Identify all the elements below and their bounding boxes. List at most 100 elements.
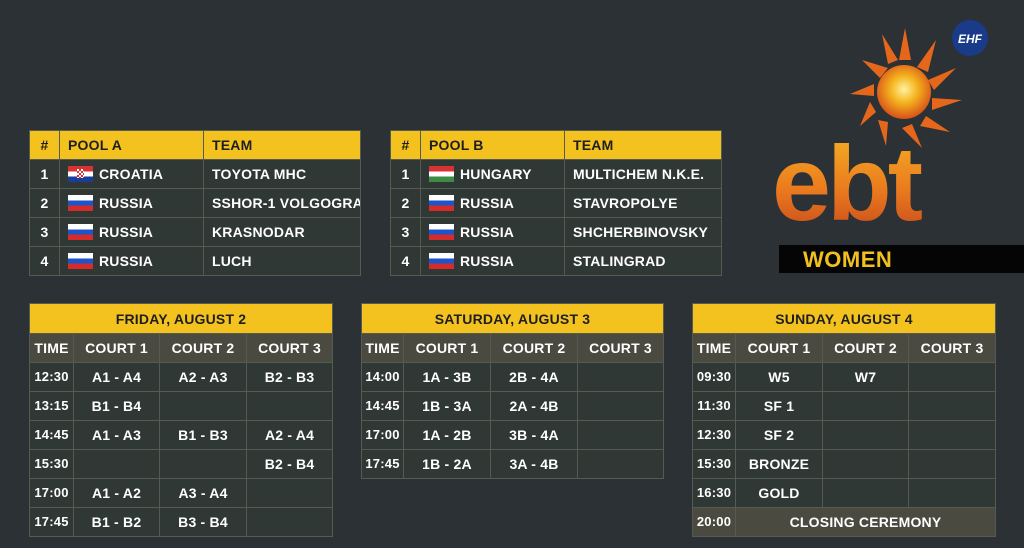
table-row: 2 RUSSIA STAVROPOLYE bbox=[390, 188, 722, 218]
match-cell: 3A - 4B bbox=[490, 449, 578, 479]
match-cell: A2 - A3 bbox=[159, 362, 247, 392]
russia-flag-icon bbox=[68, 194, 93, 211]
table-row: 14:45 1B - 3A 2A - 4B bbox=[361, 391, 664, 421]
table-row: 4 RUSSIA STALINGRAD bbox=[390, 246, 722, 276]
match-cell bbox=[577, 391, 664, 421]
match-cell: 3B - 4A bbox=[490, 420, 578, 450]
time-header: TIME bbox=[361, 333, 404, 363]
table-row: 15:30 B2 - B4 bbox=[29, 449, 334, 479]
pool-header: POOL A bbox=[59, 130, 204, 160]
country-cell: RUSSIA bbox=[59, 217, 204, 247]
table-row: 14:45 A1 - A3 B1 - B3 A2 - A4 bbox=[29, 420, 334, 450]
sunday-schedule: SUNDAY, AUGUST 4 TIME COURT 1 COURT 2 CO… bbox=[691, 303, 997, 537]
match-cell: SF 2 bbox=[735, 420, 823, 450]
match-cell: 2A - 4B bbox=[490, 391, 578, 421]
seed-number: 2 bbox=[390, 188, 421, 218]
num-header: # bbox=[29, 130, 60, 160]
match-cell bbox=[907, 420, 997, 450]
table-row: 3 RUSSIA SHCHERBINOVSKY bbox=[390, 217, 722, 247]
match-cell: BRONZE bbox=[735, 449, 823, 479]
country-cell: CROATIA bbox=[59, 159, 204, 189]
sun-icon bbox=[850, 28, 962, 148]
women-banner: WOMEN bbox=[779, 245, 1024, 273]
match-time: 17:00 bbox=[361, 420, 404, 450]
court3-header: COURT 3 bbox=[907, 333, 997, 363]
seed-number: 3 bbox=[390, 217, 421, 247]
seed-number: 2 bbox=[29, 188, 60, 218]
match-cell bbox=[907, 391, 997, 421]
match-time: 12:30 bbox=[692, 420, 736, 450]
court2-header: COURT 2 bbox=[490, 333, 578, 363]
country-name: HUNGARY bbox=[460, 166, 532, 182]
match-cell: 1B - 2A bbox=[403, 449, 491, 479]
team-name: TOYOTA MHC bbox=[203, 159, 361, 189]
match-time: 17:00 bbox=[29, 478, 74, 508]
ceremony-row: 20:00 CLOSING CEREMONY bbox=[692, 507, 997, 537]
country-cell: RUSSIA bbox=[420, 217, 565, 247]
table-row: 1 HUNGARY MULTICHEM N.K.E. bbox=[390, 159, 722, 189]
table-row: 17:45 1B - 2A 3A - 4B bbox=[361, 449, 664, 479]
match-cell: B1 - B2 bbox=[73, 507, 160, 537]
match-cell bbox=[822, 420, 909, 450]
country-cell: RUSSIA bbox=[420, 188, 565, 218]
match-cell: B2 - B3 bbox=[245, 362, 334, 392]
match-cell: A1 - A2 bbox=[73, 478, 160, 508]
match-cell bbox=[73, 449, 160, 479]
match-cell bbox=[907, 362, 997, 392]
match-cell bbox=[907, 478, 997, 508]
match-time: 14:00 bbox=[361, 362, 404, 392]
pool-b-header: # POOL B TEAM bbox=[390, 130, 722, 160]
seed-number: 4 bbox=[390, 246, 421, 276]
match-time: 12:30 bbox=[29, 362, 74, 392]
seed-number: 3 bbox=[29, 217, 60, 247]
friday-schedule: FRIDAY, AUGUST 2 TIME COURT 1 COURT 2 CO… bbox=[28, 303, 334, 537]
russia-flag-icon bbox=[68, 252, 93, 269]
russia-flag-icon bbox=[68, 223, 93, 240]
court1-header: COURT 1 bbox=[73, 333, 160, 363]
table-row: 1 CROATIA TOYOTA MHC bbox=[29, 159, 361, 189]
match-cell: A1 - A4 bbox=[73, 362, 160, 392]
country-name: RUSSIA bbox=[99, 253, 154, 269]
ebt-logo: EHF ebt bbox=[772, 20, 988, 243]
court1-header: COURT 1 bbox=[403, 333, 491, 363]
russia-flag-icon bbox=[429, 223, 454, 240]
table-row: 17:45 B1 - B2 B3 - B4 bbox=[29, 507, 334, 537]
court1-header: COURT 1 bbox=[735, 333, 823, 363]
table-row: 17:00 A1 - A2 A3 - A4 bbox=[29, 478, 334, 508]
match-cell: 2B - 4A bbox=[490, 362, 578, 392]
ehf-badge bbox=[952, 20, 988, 56]
table-row: 17:00 1A - 2B 3B - 4A bbox=[361, 420, 664, 450]
num-header: # bbox=[390, 130, 421, 160]
match-time: 09:30 bbox=[692, 362, 736, 392]
team-name: SSHOR-1 VOLGOGRAD bbox=[203, 188, 361, 218]
croatia-flag-icon bbox=[68, 165, 93, 182]
table-row: 12:30 SF 2 bbox=[692, 420, 997, 450]
country-name: RUSSIA bbox=[460, 253, 515, 269]
match-cell: W5 bbox=[735, 362, 823, 392]
pool-b-table: # POOL B TEAM 1 HUNGARY MULTICHEM N.K.E.… bbox=[390, 130, 722, 276]
schedule-header: TIME COURT 1 COURT 2 COURT 3 bbox=[692, 333, 997, 363]
match-cell bbox=[577, 420, 664, 450]
match-time: 11:30 bbox=[692, 391, 736, 421]
match-time: 15:30 bbox=[29, 449, 74, 479]
match-cell bbox=[245, 507, 334, 537]
match-time: 17:45 bbox=[29, 507, 74, 537]
seed-number: 1 bbox=[29, 159, 60, 189]
match-cell: SF 1 bbox=[735, 391, 823, 421]
court2-header: COURT 2 bbox=[822, 333, 909, 363]
sun-core bbox=[877, 65, 931, 119]
match-cell bbox=[822, 449, 909, 479]
day-title: SATURDAY, AUGUST 3 bbox=[361, 303, 664, 334]
match-cell: B1 - B3 bbox=[159, 420, 247, 450]
country-name: CROATIA bbox=[99, 166, 164, 182]
match-cell bbox=[577, 362, 664, 392]
match-time: 14:45 bbox=[361, 391, 404, 421]
team-name: STALINGRAD bbox=[564, 246, 722, 276]
country-name: RUSSIA bbox=[460, 224, 515, 240]
country-name: RUSSIA bbox=[99, 224, 154, 240]
match-time: 14:45 bbox=[29, 420, 74, 450]
match-cell bbox=[822, 391, 909, 421]
schedule-header: TIME COURT 1 COURT 2 COURT 3 bbox=[361, 333, 664, 363]
match-cell: A3 - A4 bbox=[159, 478, 247, 508]
court2-header: COURT 2 bbox=[159, 333, 247, 363]
